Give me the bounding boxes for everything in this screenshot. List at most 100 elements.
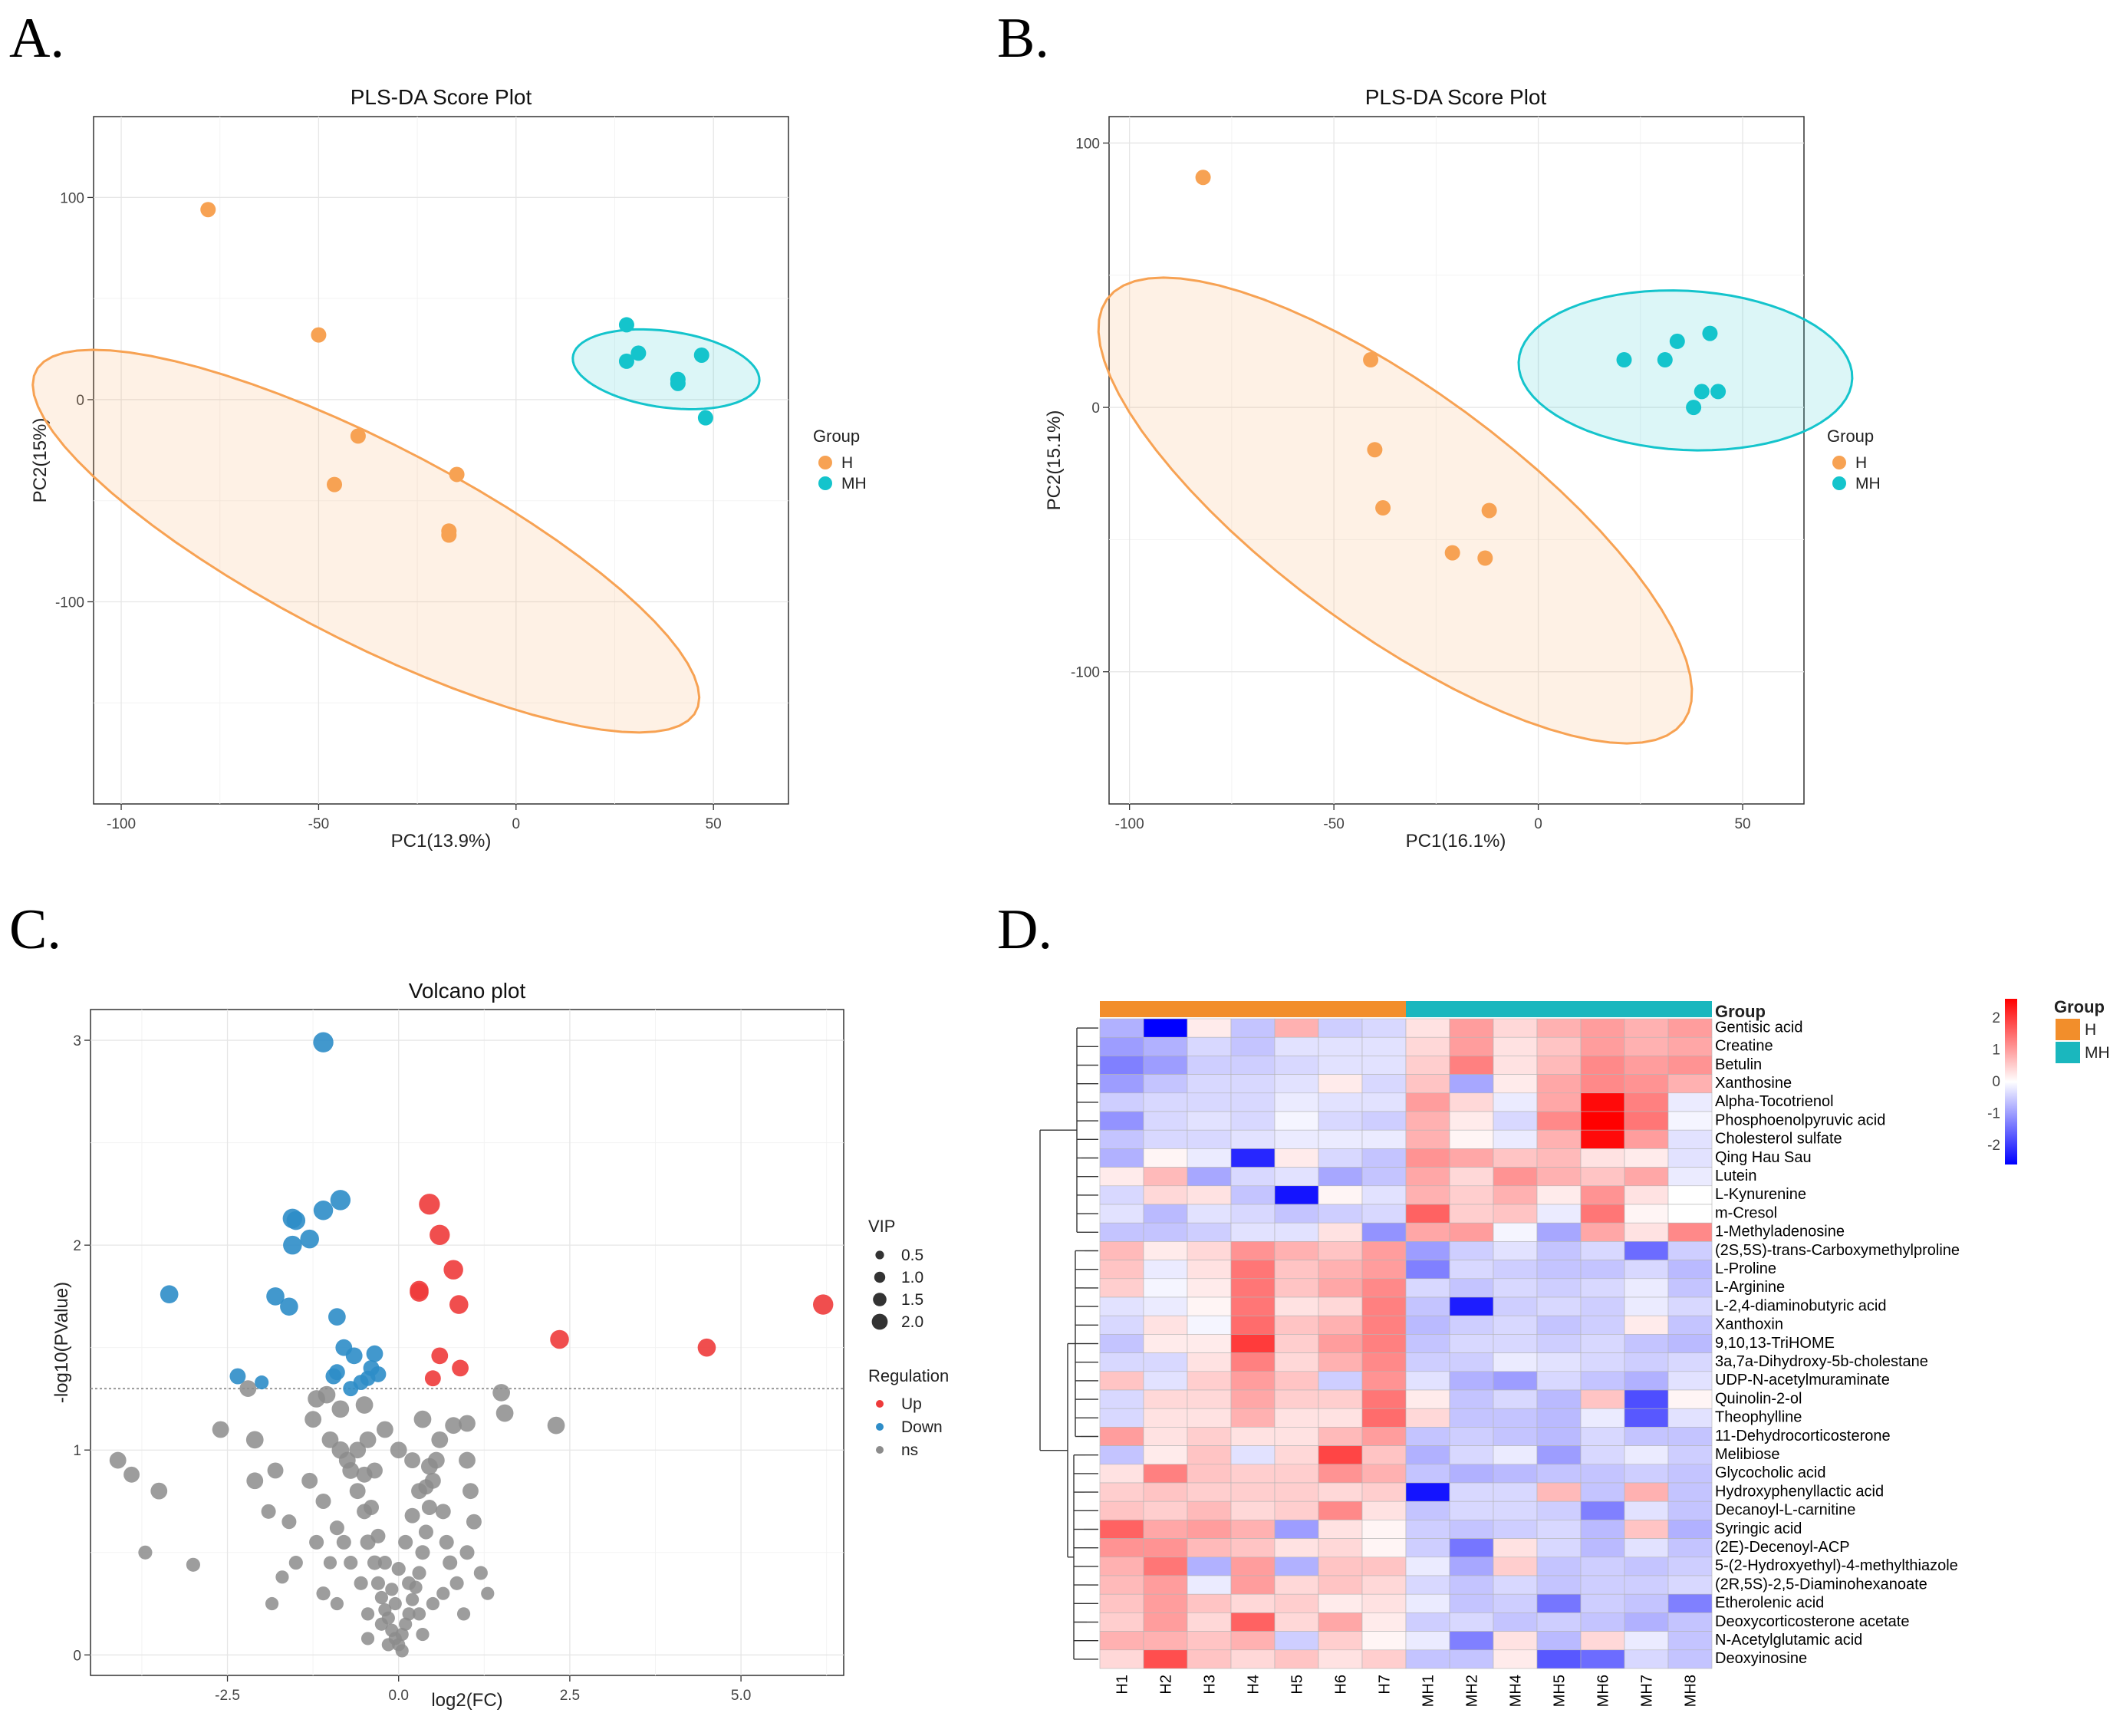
heatmap-cell — [1624, 1371, 1669, 1391]
x-tick-label: -2.5 — [215, 1688, 240, 1704]
heatmap-cell — [1361, 1538, 1407, 1558]
heatmap-cell — [1318, 1612, 1363, 1632]
heatmap-cell — [1580, 1352, 1625, 1372]
heatmap-cell — [1449, 1278, 1494, 1298]
heatmap-cell — [1493, 1649, 1538, 1669]
legend-key-mh — [1832, 476, 1846, 490]
heatmap-cell — [1318, 1129, 1363, 1149]
regulation-legend-title: Regulation — [868, 1366, 949, 1385]
heatmap-cell — [1536, 1389, 1582, 1409]
group-annotation-h — [1318, 1001, 1362, 1017]
heatmap-cell — [1099, 1056, 1144, 1075]
sample-point-mh — [1669, 333, 1685, 349]
volcano-point-ns — [360, 1632, 375, 1645]
heatmap-cell — [1667, 1334, 1713, 1353]
heatmap-cell — [1143, 1408, 1188, 1428]
heatmap-cell — [1536, 1260, 1582, 1280]
heatmap-cell — [1493, 1575, 1538, 1595]
heatmap-cell — [1187, 1389, 1232, 1409]
row-label: UDP-N-acetylmuraminate — [1715, 1372, 1890, 1388]
heatmap-cell — [1230, 1612, 1276, 1632]
heatmap-cell — [1099, 1241, 1144, 1260]
volcano-point-ns — [481, 1586, 495, 1600]
heatmap-cell — [1318, 1036, 1363, 1056]
row-label: Decanoyl-L-carnitine — [1715, 1502, 1855, 1519]
heatmap-cell — [1230, 1222, 1276, 1242]
heatmap-cell — [1449, 1408, 1494, 1428]
heatmap-cell — [1187, 1260, 1232, 1280]
volcano-point-ns — [416, 1627, 430, 1642]
heatmap-cell — [1624, 1445, 1669, 1465]
row-label: Lutein — [1715, 1168, 1757, 1184]
heatmap-cell — [1143, 1204, 1188, 1224]
heatmap-cell — [1274, 1148, 1319, 1168]
heatmap-cell — [1667, 1445, 1713, 1465]
x-tick-label: -50 — [308, 816, 329, 832]
heatmap-cell — [1230, 1371, 1276, 1391]
x-tick-label: 5.0 — [731, 1688, 751, 1704]
volcano-point-ns — [342, 1462, 360, 1479]
heatmap-cell — [1361, 1056, 1407, 1075]
volcano-point-ns — [495, 1404, 514, 1422]
volcano-point-ns — [459, 1451, 476, 1469]
row-label: 3a,7a-Dihydroxy-5b-cholestane — [1715, 1353, 1928, 1370]
heatmap-cell — [1536, 1593, 1582, 1613]
x-tick-label: 0 — [512, 816, 521, 832]
heatmap-cell — [1580, 1167, 1625, 1187]
heatmap-cell — [1361, 1315, 1407, 1335]
sample-point-h — [449, 466, 465, 483]
heatmap-cell — [1099, 1334, 1144, 1353]
sample-point-mh — [1616, 352, 1632, 368]
volcano-point-ns — [445, 1417, 462, 1435]
heatmap-cell — [1580, 1520, 1625, 1539]
volcano-point-ns — [377, 1556, 392, 1570]
heatmap-cell — [1667, 1389, 1713, 1409]
heatmap-cell — [1405, 1204, 1450, 1224]
heatmap-cell — [1580, 1334, 1625, 1353]
heatmap-cell — [1143, 1631, 1188, 1651]
heatmap-cell — [1493, 1129, 1538, 1149]
heatmap-cell — [1536, 1575, 1582, 1595]
volcano-point-up — [813, 1294, 834, 1315]
legend-key-h — [1832, 456, 1846, 469]
heatmap-cell — [1143, 1241, 1188, 1260]
heatmap-cell — [1624, 1222, 1669, 1242]
heatmap-cell — [1493, 1334, 1538, 1353]
color-scale-label: -1 — [1987, 1106, 2000, 1122]
legend-key-mh — [818, 476, 832, 490]
column-label: MH7 — [1639, 1675, 1656, 1707]
heatmap-cell — [1405, 1389, 1450, 1409]
heatmap-cell — [1493, 1092, 1538, 1112]
heatmap-cell — [1449, 1018, 1494, 1038]
legend-label-h: H — [1855, 454, 1867, 472]
heatmap-cell — [1099, 1593, 1144, 1613]
heatmap-cell — [1580, 1241, 1625, 1260]
heatmap-cell — [1624, 1260, 1669, 1280]
row-label: 5-(2-Hydroxyethyl)-4-methylthiazole — [1715, 1557, 1958, 1574]
group-annotation-h — [1231, 1001, 1275, 1017]
heatmap-cell — [1405, 1278, 1450, 1298]
volcano-point-ns — [395, 1644, 409, 1658]
heatmap-cell — [1624, 1296, 1669, 1316]
volcano-point-down — [300, 1229, 319, 1249]
row-label: Etherolenic acid — [1715, 1595, 1824, 1612]
heatmap-cell — [1536, 1167, 1582, 1187]
heatmap-cell — [1667, 1185, 1713, 1205]
sample-point-h — [441, 527, 457, 543]
volcano-point-down — [313, 1032, 334, 1052]
volcano-point-ns — [402, 1576, 416, 1590]
heatmap-cell — [1318, 1352, 1363, 1372]
heatmap-cell — [1624, 1352, 1669, 1372]
y-tick-label: -100 — [55, 595, 84, 611]
heatmap-cell — [1230, 1427, 1276, 1446]
heatmap-cell — [1274, 1464, 1319, 1484]
heatmap-cell — [1318, 1092, 1363, 1112]
heatmap-cell — [1536, 1408, 1582, 1428]
heatmap-cell — [1493, 1315, 1538, 1335]
volcano-point-ns — [318, 1385, 336, 1404]
volcano-point-down — [345, 1347, 363, 1365]
heatmap-cell — [1274, 1074, 1319, 1094]
heatmap-cell — [1318, 1482, 1363, 1502]
heatmap-cell — [1187, 1408, 1232, 1428]
heatmap-cell — [1361, 1408, 1407, 1428]
